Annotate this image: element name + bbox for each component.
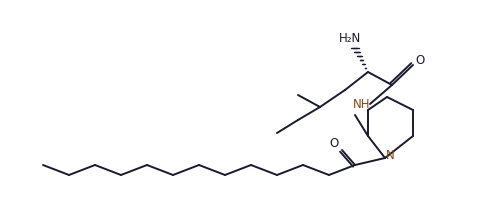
Text: N: N — [385, 148, 393, 161]
Text: O: O — [329, 136, 338, 150]
Text: H₂N: H₂N — [338, 31, 361, 44]
Text: NH: NH — [352, 97, 370, 110]
Text: O: O — [414, 53, 424, 66]
